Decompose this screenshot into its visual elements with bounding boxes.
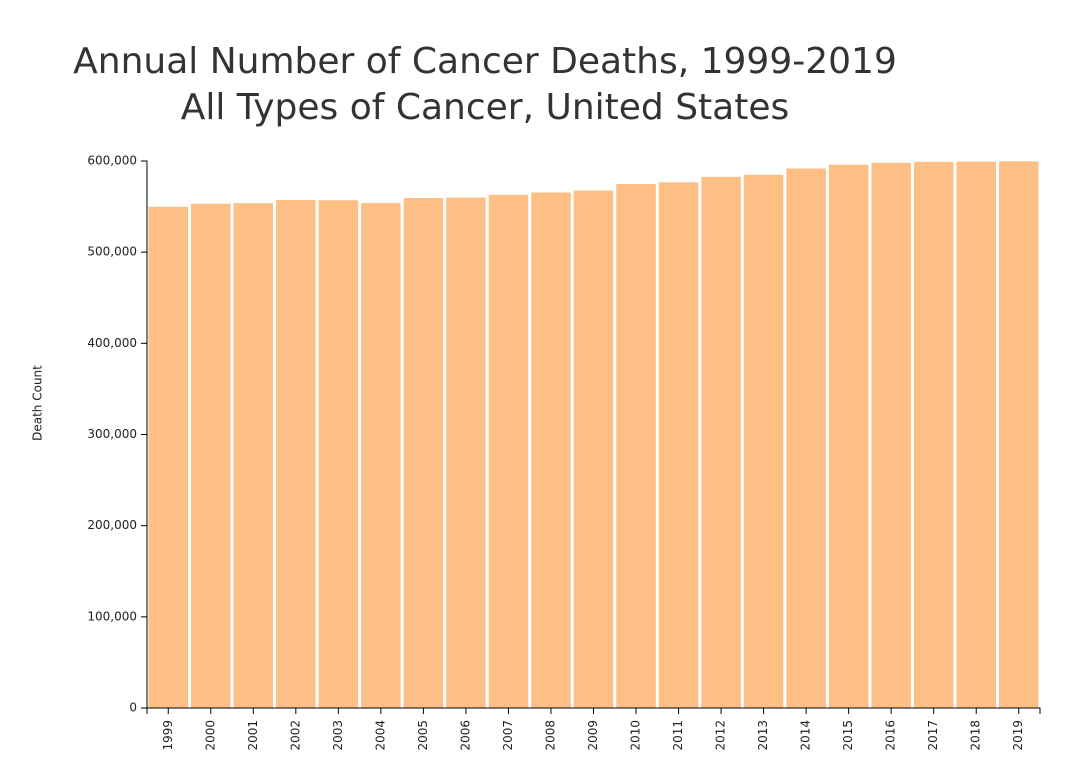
- bar: [998, 161, 1039, 708]
- bar: [658, 182, 699, 708]
- bar: [403, 198, 444, 709]
- x-tick-label: 2000: [203, 720, 217, 751]
- bar: [871, 162, 911, 708]
- y-axis-label: Death Count: [31, 365, 45, 441]
- bar: [743, 174, 784, 708]
- bar: [233, 203, 274, 708]
- x-tick-label: 2017: [926, 720, 940, 751]
- bar: [531, 192, 571, 708]
- bar: [361, 203, 401, 709]
- x-tick-label: 2019: [1011, 720, 1025, 751]
- chart-title: Annual Number of Cancer Deaths, 1999-201…: [73, 41, 897, 82]
- x-tick-label: 2016: [884, 720, 898, 751]
- x-tick-label: 2011: [671, 720, 685, 751]
- x-tick-label: 2010: [629, 720, 643, 751]
- bar: [956, 161, 996, 708]
- bar: [446, 197, 486, 708]
- y-tick-label: 600,000: [87, 154, 137, 168]
- bar: [318, 200, 359, 708]
- x-tick-label: 1999: [161, 720, 175, 751]
- x-tick-label: 2018: [969, 720, 983, 751]
- bar: [786, 168, 826, 708]
- x-tick-label: 2014: [799, 720, 813, 751]
- chart-subtitle: All Types of Cancer, United States: [181, 87, 790, 128]
- bar: [828, 164, 869, 709]
- bar: [276, 199, 316, 709]
- y-tick-label: 100,000: [87, 609, 137, 623]
- x-tick-label: 2009: [586, 720, 600, 751]
- bar: [191, 203, 231, 708]
- x-tick-label: 2013: [756, 720, 770, 751]
- y-tick-label: 300,000: [87, 427, 137, 441]
- x-tick-label: 2002: [288, 720, 302, 751]
- bar: [701, 176, 741, 708]
- bar: [573, 190, 614, 709]
- x-tick-label: 2001: [246, 720, 260, 751]
- y-tick-label: 0: [129, 701, 137, 715]
- x-tick-label: 2004: [373, 720, 387, 751]
- x-tick-label: 2008: [543, 720, 557, 751]
- bar: [913, 161, 954, 708]
- x-tick-label: 2005: [416, 720, 430, 751]
- x-tick-label: 2007: [501, 720, 515, 751]
- bar: [148, 206, 189, 708]
- bar: [488, 194, 529, 708]
- x-tick-label: 2006: [458, 720, 472, 751]
- x-tick-label: 2015: [841, 720, 855, 751]
- y-tick-label: 200,000: [87, 518, 137, 532]
- x-tick-label: 2003: [331, 720, 345, 751]
- bar: [616, 184, 656, 708]
- y-tick-label: 400,000: [87, 336, 137, 350]
- x-tick-label: 2012: [714, 720, 728, 751]
- y-tick-label: 500,000: [87, 245, 137, 259]
